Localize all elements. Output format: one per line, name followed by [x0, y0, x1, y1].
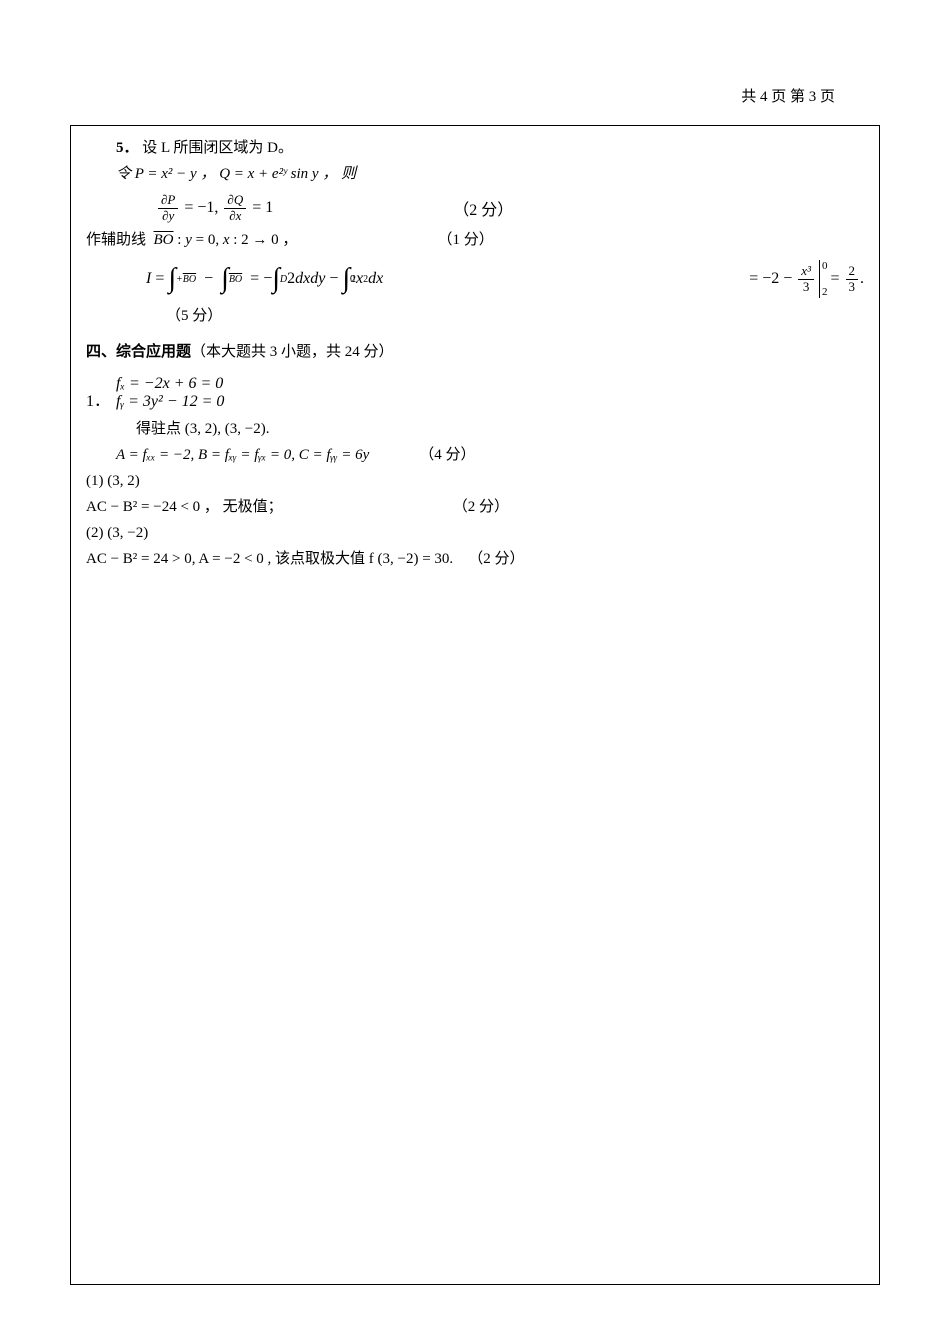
section-4-bold: 四、综合应用题: [86, 344, 191, 360]
integral-rhs: = −2 − x³ 3 0 2 = 2 3 .: [749, 260, 864, 298]
stationary-points: 得驻点 (3, 2), (3, −2).: [86, 417, 864, 441]
fx-equation: fₓ = −2x + 6 = 0: [116, 375, 224, 393]
eq-1: = 1: [248, 199, 273, 217]
problem-5-let-pq: 令 P = x² − y ， Q = x + e²ʸ sin y ， 则: [86, 162, 864, 186]
rhs-frac-x3: x³ 3: [798, 264, 814, 294]
case-2-result-row: AC − B² = 24 > 0, A = −2 < 0 , 该点取极大值 f …: [86, 547, 864, 571]
auxiliary-text: 作辅助线 BO : y = 0, x : 2 → 0 ，: [86, 228, 297, 252]
partial-p-y: ∂P ∂y: [158, 193, 178, 223]
equation-system: fₓ = −2x + 6 = 0 fᵧ = 3y² − 12 = 0: [116, 375, 224, 411]
second-derivatives: A = fₓₓ = −2, B = fₓᵧ = fᵧₓ = 0, C = fᵧᵧ…: [116, 443, 369, 467]
integral-score-row: （5 分）: [86, 304, 864, 328]
case-1-result-row: AC − B² = −24 < 0 ， 无极值； （2 分）: [86, 495, 864, 519]
page-header: 共 4 页 第 3 页: [741, 85, 835, 106]
eval-bar: 0 2: [819, 260, 828, 298]
rhs-prefix: = −2 −: [749, 270, 792, 288]
integral-lhs: I = ∫+BO − ∫BO = − ∫D 2dxdy − ∫02 x2dx: [86, 263, 383, 295]
partial-q-x: ∂Q ∂x: [224, 193, 246, 223]
second-deriv-score: （4 分）: [419, 443, 475, 467]
section-4-title: 四、综合应用题（本大题共 3 小题，共 24 分）: [86, 340, 864, 361]
fy-equation: fᵧ = 3y² − 12 = 0: [116, 393, 224, 411]
eq-neg1: = −1,: [180, 199, 222, 217]
section-4-rest: （本大题共 3 小题，共 24 分）: [191, 344, 394, 360]
problem-5-title: 设 L 所围闭区域为 D。: [142, 140, 293, 156]
partial-score: （2 分）: [453, 196, 513, 220]
problem-1-number: 1．: [86, 375, 116, 411]
rhs-result-frac: 2 3: [846, 264, 859, 294]
second-derivatives-row: A = fₓₓ = −2, B = fₓᵧ = fᵧₓ = 0, C = fᵧᵧ…: [86, 443, 864, 467]
problem-1-system: 1． fₓ = −2x + 6 = 0 fᵧ = 3y² − 12 = 0: [86, 369, 864, 417]
case-1-result: AC − B² = −24 < 0 ， 无极值；: [86, 495, 283, 519]
case-2-label: (2) (3, −2): [86, 521, 864, 545]
integral-score: （5 分）: [166, 308, 222, 324]
problem-5-label: 5．: [116, 140, 139, 156]
case-2-score: （2 分）: [468, 547, 524, 571]
problem-5-heading: 5． 设 L 所围闭区域为 D。: [86, 136, 864, 160]
case-1-score: （2 分）: [453, 495, 509, 519]
auxiliary-score: （1 分）: [437, 228, 493, 252]
partial-derivatives-row: ∂P ∂y = −1, ∂Q ∂x = 1 （2 分）: [86, 188, 864, 228]
let-pq-text: 令 P = x² − y ， Q = x + e²ʸ sin y ， 则: [116, 166, 356, 182]
auxiliary-line-row: 作辅助线 BO : y = 0, x : 2 → 0 ， （1 分）: [86, 228, 864, 252]
case-1-label: (1) (3, 2): [86, 469, 864, 493]
rhs-period: .: [860, 270, 864, 288]
integral-row: I = ∫+BO − ∫BO = − ∫D 2dxdy − ∫02 x2dx =…: [86, 254, 864, 304]
content-box: 5． 设 L 所围闭区域为 D。 令 P = x² − y ， Q = x + …: [70, 125, 880, 1285]
case-2-result: AC − B² = 24 > 0, A = −2 < 0 , 该点取极大值 f …: [86, 547, 453, 571]
